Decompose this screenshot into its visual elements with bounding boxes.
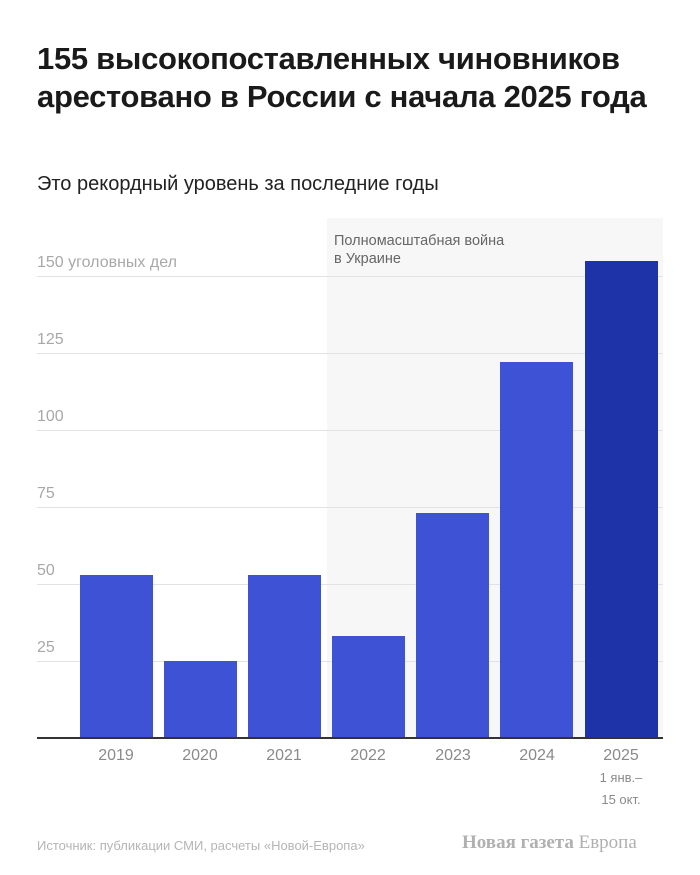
- bar-2023: [416, 513, 489, 738]
- bar-2024: [500, 362, 573, 738]
- bar-2021: [248, 575, 321, 738]
- y-tick-75: 75: [37, 485, 55, 502]
- chart-title: 155 высокопоставленных чиновников аресто…: [37, 41, 647, 114]
- y-tick-150: 150 уголовных дел: [37, 254, 177, 271]
- gridline-100: [37, 430, 663, 431]
- y-tick-25: 25: [37, 639, 55, 656]
- logo-bold-text: Новая газета: [462, 832, 574, 853]
- bar-2019: [80, 575, 153, 738]
- y-tick-100: 100: [37, 408, 64, 425]
- gridline-125: [37, 353, 663, 354]
- x-tick-2025: 2025: [603, 747, 639, 764]
- war-annotation-line1: Полномасштабная война: [334, 233, 505, 249]
- publisher-logo: Новая газета Европа: [462, 832, 637, 854]
- x-tick-2024: 2024: [519, 747, 555, 764]
- x-tick-2023: 2023: [435, 747, 471, 764]
- logo-light-text: Европа: [578, 832, 637, 853]
- gridline-75: [37, 507, 663, 508]
- x-sublabel-2025-line1: 1 янв.–: [599, 770, 643, 785]
- x-tick-2022: 2022: [350, 747, 386, 764]
- gridline-150: [37, 276, 663, 277]
- gridline-50: [37, 584, 663, 585]
- x-tick-2021: 2021: [266, 747, 302, 764]
- x-axis-line: [37, 737, 663, 739]
- war-annotation-line2: в Украине: [334, 251, 401, 267]
- source-note: Источник: публикации СМИ, расчеты «Новой…: [37, 838, 365, 853]
- x-tick-2019: 2019: [98, 747, 134, 764]
- bar-2025: [585, 261, 658, 738]
- bar-2022: [332, 636, 405, 738]
- x-tick-2020: 2020: [182, 747, 218, 764]
- x-sublabel-2025-line2: 15 окт.: [601, 792, 641, 807]
- war-annotation: Полномасштабная война в Украине: [334, 232, 504, 268]
- y-tick-125: 125: [37, 331, 64, 348]
- x-tick-2025-group: 2025 1 янв.– 15 окт.: [579, 747, 663, 811]
- bar-2020: [164, 661, 237, 738]
- chart-subtitle: Это рекордный уровень за последние годы: [37, 173, 439, 195]
- y-tick-50: 50: [37, 562, 55, 579]
